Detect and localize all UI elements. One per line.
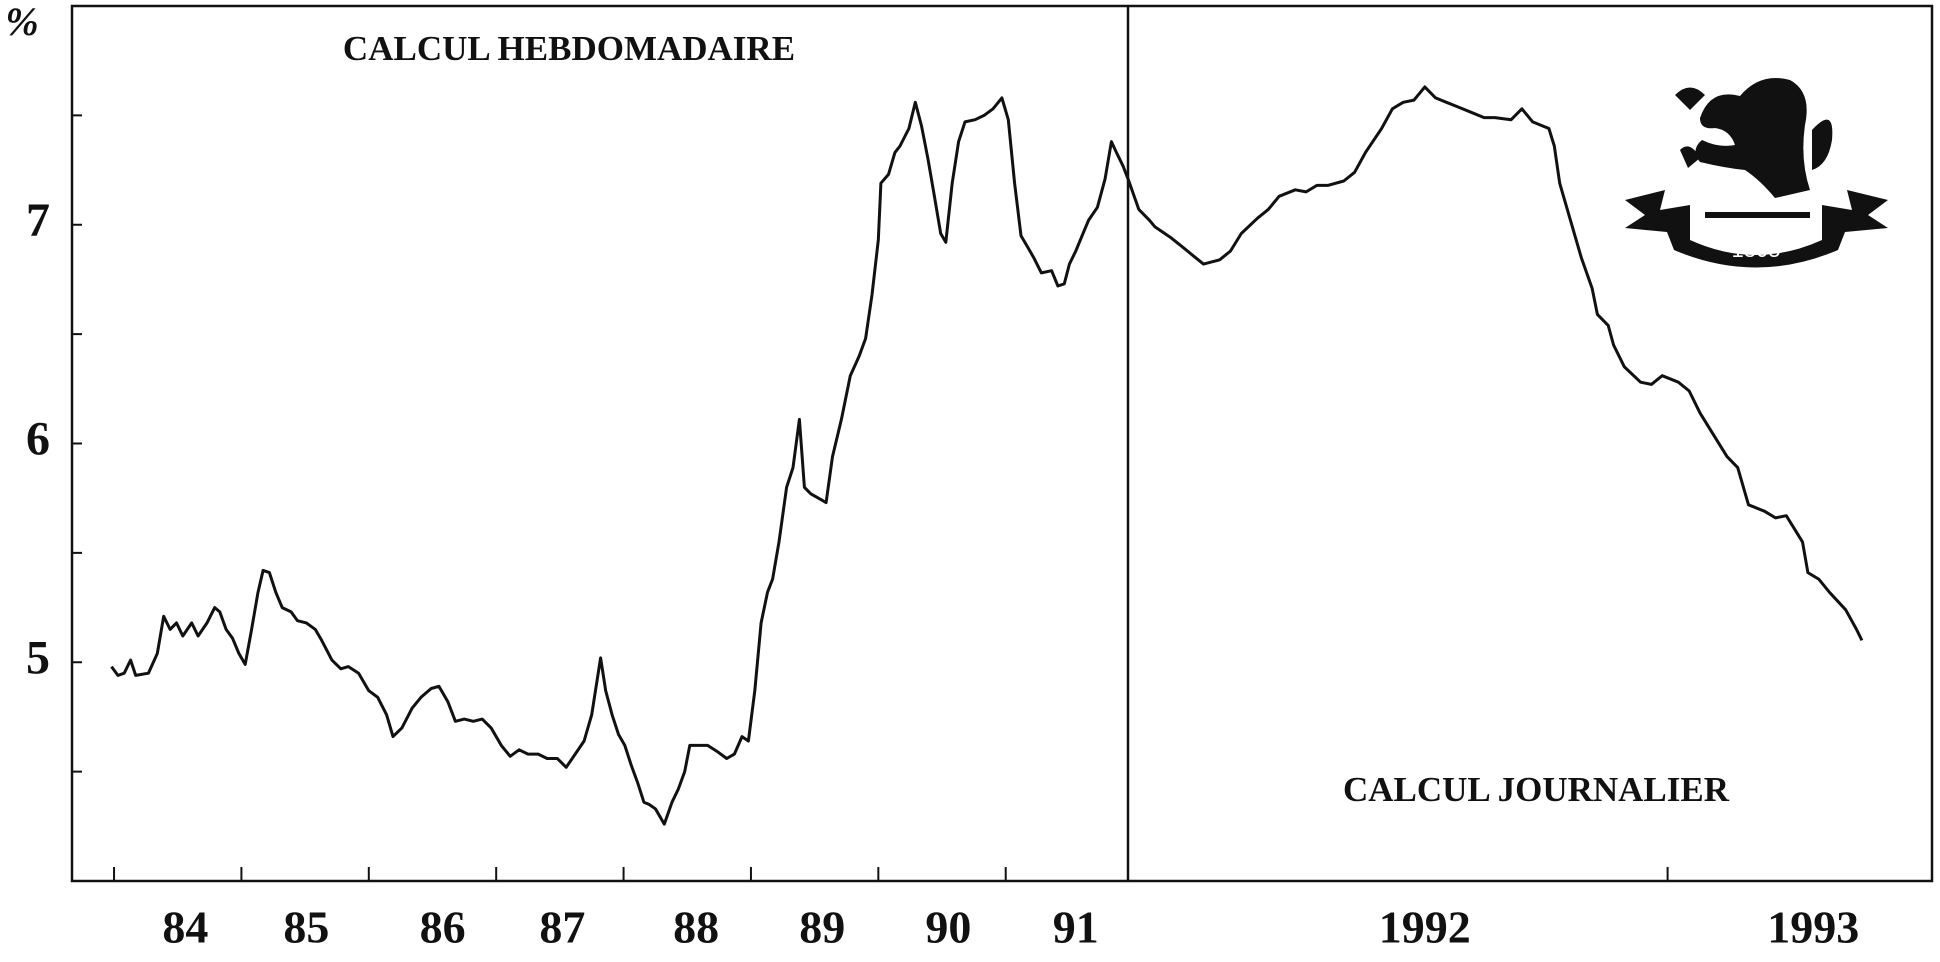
plot-frame xyxy=(70,4,1934,883)
x-tick-label: 88 xyxy=(673,902,719,953)
y-tick-label: 6 xyxy=(26,413,50,466)
x-tick-label: 85 xyxy=(283,902,329,953)
y-axis-label: % xyxy=(5,0,38,44)
x-tick-label: 86 xyxy=(420,902,466,953)
data-line xyxy=(110,96,1130,826)
y-tick-label: 5 xyxy=(26,631,50,684)
logo: 1805 xyxy=(1625,78,1888,268)
data-line xyxy=(1126,85,1864,642)
logo-lion xyxy=(1675,78,1833,198)
panel-title: CALCUL HEBDOMADAIRE xyxy=(343,29,795,68)
panel-title: CALCUL JOURNALIER xyxy=(1343,770,1730,809)
x-tick-label: 1993 xyxy=(1767,902,1859,953)
x-tick-label: 89 xyxy=(799,902,845,953)
x-tick-label: 91 xyxy=(1053,902,1099,953)
logo-text: 1805 xyxy=(1732,237,1781,262)
x-tick-label: 84 xyxy=(162,902,208,953)
x-tick-label: 1992 xyxy=(1379,902,1471,953)
y-tick-label: 7 xyxy=(26,194,50,247)
x-tick-label: 90 xyxy=(925,902,971,953)
x-tick-label: 87 xyxy=(539,902,585,953)
logo-banner xyxy=(1625,190,1888,268)
